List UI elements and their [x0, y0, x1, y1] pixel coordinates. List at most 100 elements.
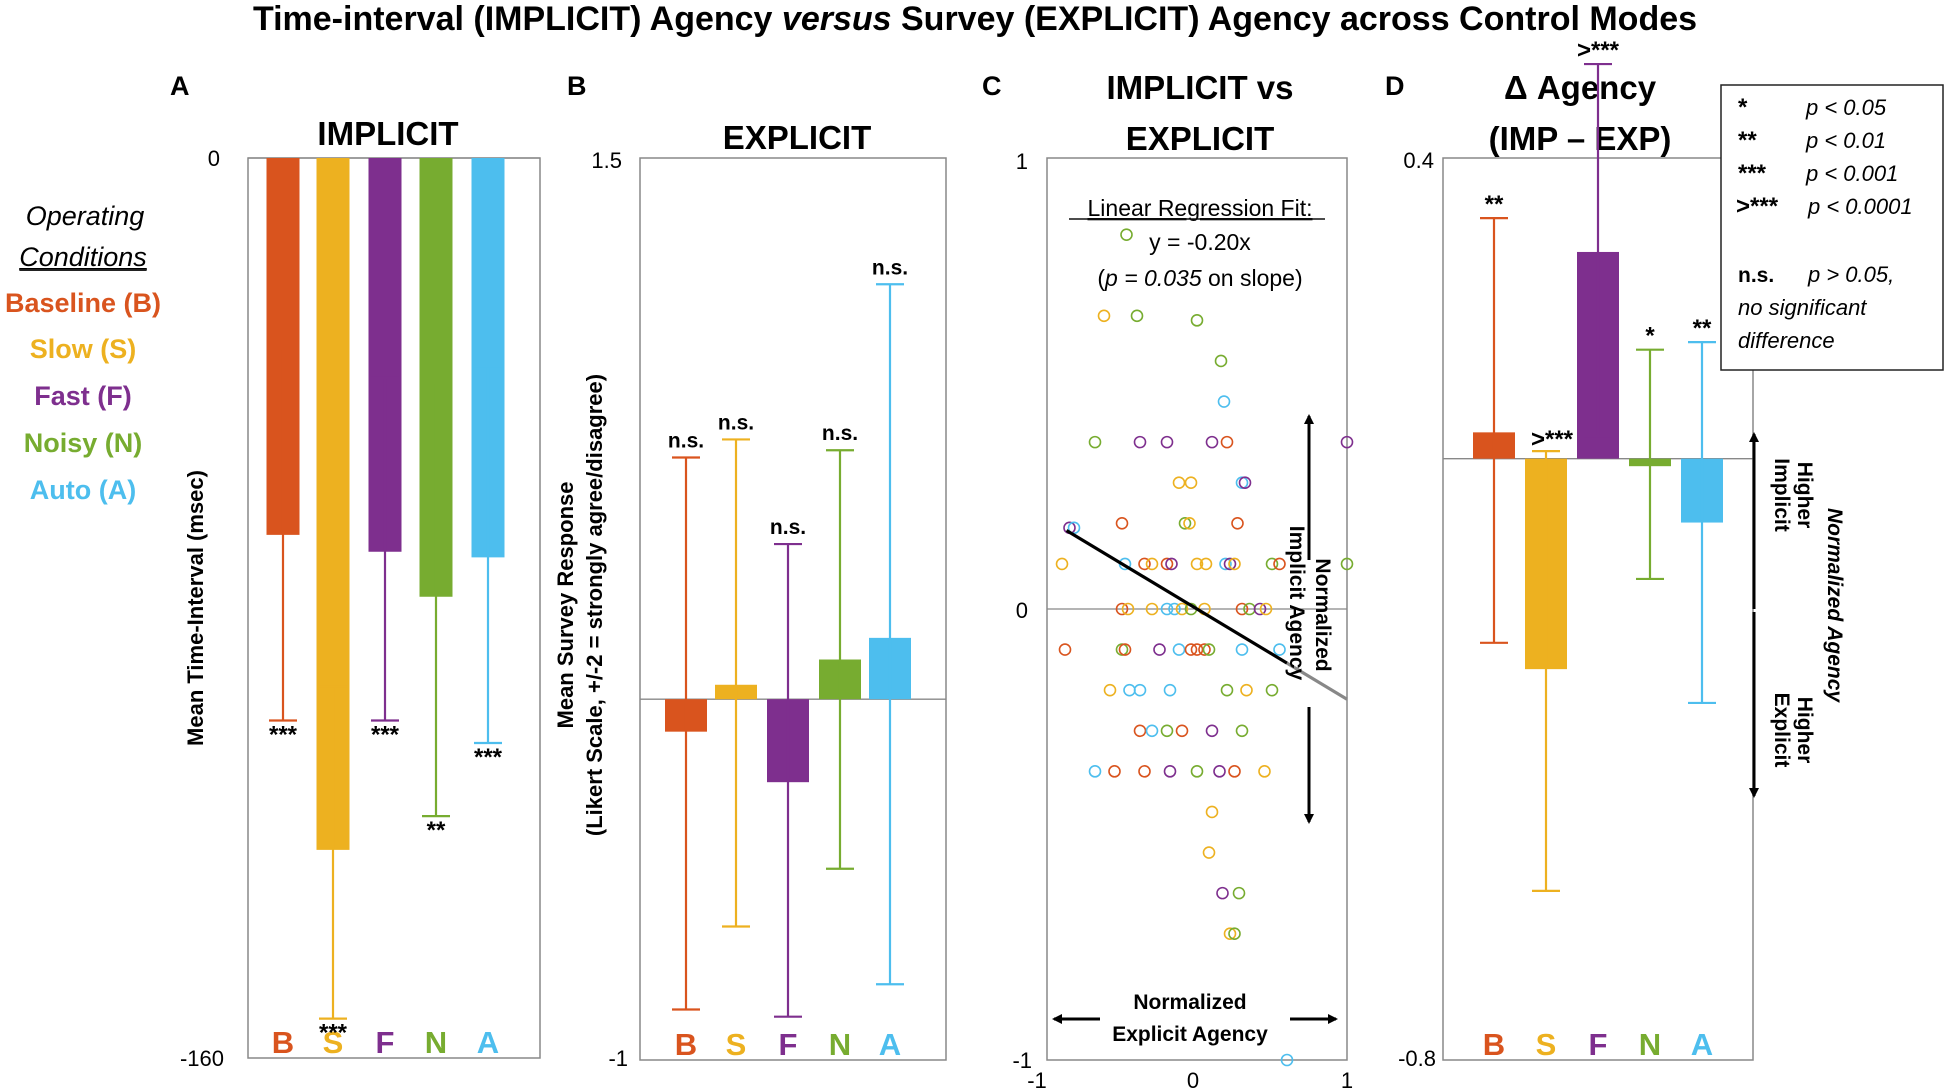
panel-letter-b: B [567, 71, 587, 101]
scatter-point [1228, 557, 1241, 571]
scatter-point [1273, 557, 1286, 571]
scatter-point [1115, 517, 1129, 530]
scatter-point [1259, 602, 1273, 616]
legend-heading-line2: Conditions [19, 242, 147, 272]
key-text-2: p < 0.01 [1805, 128, 1886, 153]
significance-a: n.s. [872, 256, 908, 279]
scatter-point [1175, 602, 1189, 616]
category-label-f: F [779, 1027, 798, 1062]
legend-item-auto: Auto (A) [30, 475, 136, 505]
panel-a-ytick-top: 0 [208, 146, 220, 171]
key-stars-4: >*** [1736, 193, 1779, 220]
scatter-point [1088, 765, 1102, 778]
panel-c-ylabel-line1: Normalized [1311, 558, 1334, 671]
significance-a: *** [474, 744, 503, 771]
scatter-point [1213, 765, 1226, 778]
panel-c-ytick-bottom: -1 [1012, 1048, 1032, 1073]
scatter-point [1133, 724, 1147, 738]
scatter-point [1223, 557, 1237, 571]
significance-a: ** [1693, 315, 1712, 342]
scatter-point [1183, 517, 1196, 530]
category-label-f: F [376, 1025, 395, 1060]
regression-marker-icon [1120, 228, 1133, 241]
regression-p-open: ( [1097, 265, 1105, 291]
panel-c-scatter: IMPLICIT vs EXPLICIT 1 0 -1 -1 0 1 Linea… [1012, 69, 1354, 1091]
scatter-point [1217, 395, 1231, 408]
scatter-point [1145, 557, 1159, 571]
category-label-b: B [1483, 1027, 1505, 1062]
scatter-point [1235, 643, 1249, 656]
scatter-point [1235, 724, 1249, 738]
panel-b-ylabel-line1: Mean Survey Response [553, 482, 578, 729]
scatter-point [1220, 435, 1234, 449]
panel-d-higher-explicit-line2: Explicit [1770, 693, 1793, 768]
scatter-point [1231, 517, 1244, 530]
scatter-point [1138, 557, 1151, 571]
significance-key: * p < 0.05 ** p < 0.01 *** p < 0.001 >**… [1720, 84, 1944, 371]
panel-c-points [1055, 228, 1354, 1067]
scatter-point [1220, 683, 1234, 697]
panel-a-implicit: IMPLICIT 0 -160 Mean Time-Interval (msec… [180, 115, 541, 1071]
category-label-b: B [675, 1027, 697, 1062]
scatter-point [1228, 765, 1241, 778]
panel-b-ytick-bottom: -1 [608, 1046, 628, 1071]
panel-c-title-line1: IMPLICIT vs [1106, 69, 1293, 106]
scatter-point [1145, 602, 1159, 616]
scatter-point [1205, 805, 1219, 819]
scatter-point [1172, 643, 1186, 656]
panel-c-xlabel-line1: Normalized [1133, 991, 1246, 1014]
panel-b-ytick-top: 1.5 [591, 148, 622, 173]
scatter-point [1160, 557, 1174, 571]
panel-b-axes-box [639, 157, 947, 1061]
significance-s: >*** [1531, 426, 1574, 453]
scatter-point [1232, 886, 1246, 900]
panel-c-fit [1065, 529, 1348, 701]
category-label-a: A [879, 1027, 901, 1062]
panel-d-marks: B ** S >*** F >*** N * A ** [1443, 37, 1753, 1062]
scatter-point [1238, 476, 1252, 490]
significance-n: n.s. [822, 422, 858, 445]
panel-d-higher-explicit-line1: Higher [1793, 697, 1816, 764]
category-label-n: N [425, 1025, 447, 1060]
legend-item-noisy: Noisy (N) [24, 428, 143, 458]
scatter-point [1145, 724, 1159, 738]
legend-item-fast: Fast (F) [34, 381, 132, 411]
scatter-point [1133, 683, 1147, 697]
category-label-s: S [726, 1027, 747, 1062]
panel-letter-d: D [1385, 71, 1405, 101]
scatter-point [1273, 643, 1286, 656]
key-stars-1: * [1738, 94, 1748, 121]
title-part-2: Survey (EXPLICIT) Agency across Control … [892, 0, 1697, 38]
category-label-f: F [1589, 1027, 1608, 1062]
scatter-point [1190, 765, 1204, 778]
scatter-point [1130, 309, 1144, 323]
scatter-point [1265, 683, 1279, 697]
significance-f: *** [371, 722, 400, 749]
scatter-point [1214, 354, 1228, 368]
significance-b: *** [269, 722, 298, 749]
scatter-point [1160, 724, 1174, 738]
significance-n: ** [427, 817, 446, 844]
title-part-1: Time-interval (IMPLICIT) Agency [253, 0, 782, 38]
panel-d-title-line2: (IMP – EXP) [1489, 120, 1672, 157]
regression-heading: Linear Regression Fit: [1088, 195, 1313, 221]
panel-c-xlabel-line2: Explicit Agency [1112, 1023, 1268, 1046]
panel-c-ylabel-line2: Implicit Agency [1285, 526, 1308, 681]
scatter-point [1228, 927, 1241, 941]
scatter-point [1235, 602, 1249, 616]
scatter-point [1223, 927, 1237, 941]
panel-letter-a: A [170, 71, 190, 101]
key-ns-line2: no significant [1738, 295, 1867, 320]
scatter-point [1280, 1053, 1294, 1067]
scatter-point [1133, 435, 1147, 449]
scatter-point [1202, 846, 1216, 859]
regression-line [1065, 529, 1288, 665]
scatter-point [1216, 886, 1229, 900]
key-text-3: p < 0.001 [1805, 161, 1898, 186]
panel-c-xtick-right: 1 [1341, 1068, 1353, 1091]
panel-d-normalized-agency-label: Normalized Agency [1823, 508, 1846, 703]
scatter-point [1108, 765, 1121, 778]
scatter-point [1240, 683, 1253, 697]
scatter-point [1123, 683, 1136, 697]
